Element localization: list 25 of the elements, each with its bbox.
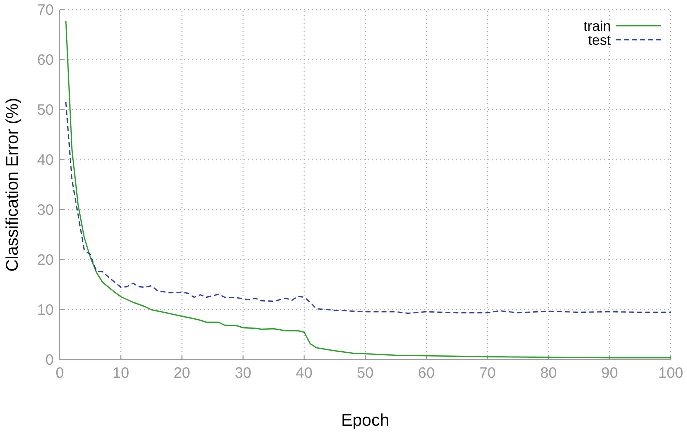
y-axis-title: Classification Error (%) xyxy=(3,98,22,272)
x-tick-label: 100 xyxy=(658,365,684,382)
x-tick-label: 0 xyxy=(56,365,64,382)
x-axis-title: Epoch xyxy=(341,411,390,430)
x-tick-label: 70 xyxy=(479,365,496,382)
x-tick-label: 60 xyxy=(418,365,435,382)
x-tick-label: 40 xyxy=(296,365,313,382)
y-tick-label: 30 xyxy=(37,202,54,219)
y-tick-label: 20 xyxy=(37,252,54,269)
legend-label: test xyxy=(588,32,612,48)
y-tick-label: 60 xyxy=(37,52,54,69)
y-tick-label: 10 xyxy=(37,302,54,319)
y-tick-label: 50 xyxy=(37,102,54,119)
x-tick-label: 90 xyxy=(602,365,618,382)
line-series xyxy=(66,20,672,359)
y-tick-label: 70 xyxy=(37,2,54,19)
legend-label: train xyxy=(584,18,611,34)
line-series xyxy=(66,102,672,314)
y-tick-label: 40 xyxy=(37,152,54,169)
x-tick-label: 30 xyxy=(234,365,252,382)
y-tick-label: 0 xyxy=(46,352,54,369)
x-tick-label: 20 xyxy=(174,365,191,382)
x-tick-label: 10 xyxy=(112,365,130,382)
x-tick-label: 50 xyxy=(357,365,374,382)
x-tick-label: 80 xyxy=(540,365,558,382)
